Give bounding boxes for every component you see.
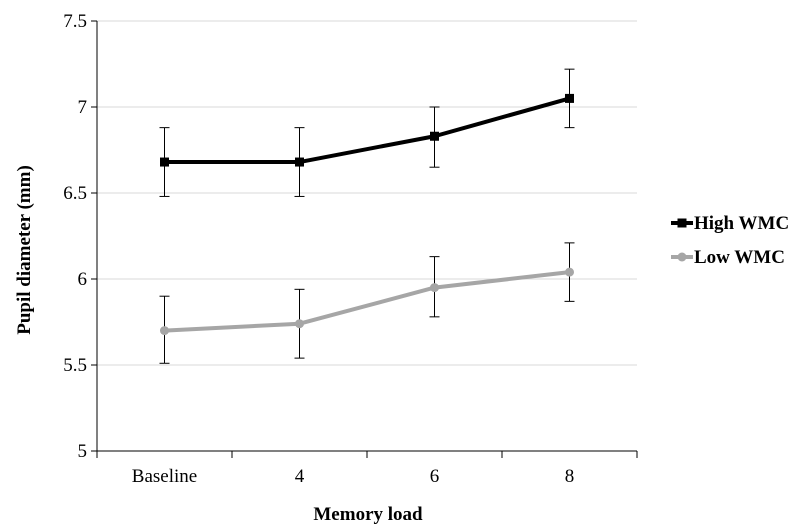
data-point-high-wmc bbox=[565, 93, 574, 103]
series-lines bbox=[164, 96, 571, 333]
y-tick-label: 7 bbox=[78, 97, 88, 118]
series-markers bbox=[160, 93, 574, 336]
x-tick-label: 6 bbox=[430, 466, 440, 487]
data-point-low-wmc bbox=[295, 319, 304, 329]
legend-marker-high-wmc bbox=[677, 218, 687, 228]
y-tick-label: 6 bbox=[78, 269, 88, 290]
y-axis-ticks: 5 5.5 6 6.5 7 7.5 bbox=[63, 11, 97, 462]
y-tick-label: 6.5 bbox=[63, 183, 87, 204]
x-axis-ticks: Baseline 4 6 8 bbox=[96, 451, 638, 487]
data-point-low-wmc bbox=[565, 267, 574, 277]
y-tick-label: 7.5 bbox=[63, 11, 87, 32]
data-point-low-wmc bbox=[160, 326, 169, 336]
legend-label-low-wmc: Low WMC bbox=[694, 247, 785, 268]
y-axis-title: Pupil diameter (mm) bbox=[14, 165, 35, 335]
x-tick-label: 4 bbox=[295, 466, 305, 487]
series-line-low-wmc bbox=[164, 270, 570, 333]
data-point-high-wmc bbox=[430, 131, 439, 141]
data-point-low-wmc bbox=[430, 283, 439, 293]
series-line-high-wmc bbox=[164, 96, 571, 165]
y-tick-label: 5 bbox=[78, 441, 88, 462]
data-point-high-wmc bbox=[160, 157, 169, 167]
legend: High WMC Low WMC bbox=[671, 213, 789, 268]
x-tick-label: 8 bbox=[565, 466, 575, 487]
gridlines bbox=[97, 20, 637, 366]
x-axis-title: Memory load bbox=[313, 504, 423, 525]
axes bbox=[96, 21, 637, 452]
legend-label-high-wmc: High WMC bbox=[694, 213, 789, 234]
y-tick-label: 5.5 bbox=[63, 355, 87, 376]
legend-marker-low-wmc bbox=[677, 252, 687, 262]
data-point-high-wmc bbox=[295, 157, 304, 167]
x-tick-label: Baseline bbox=[132, 466, 197, 487]
